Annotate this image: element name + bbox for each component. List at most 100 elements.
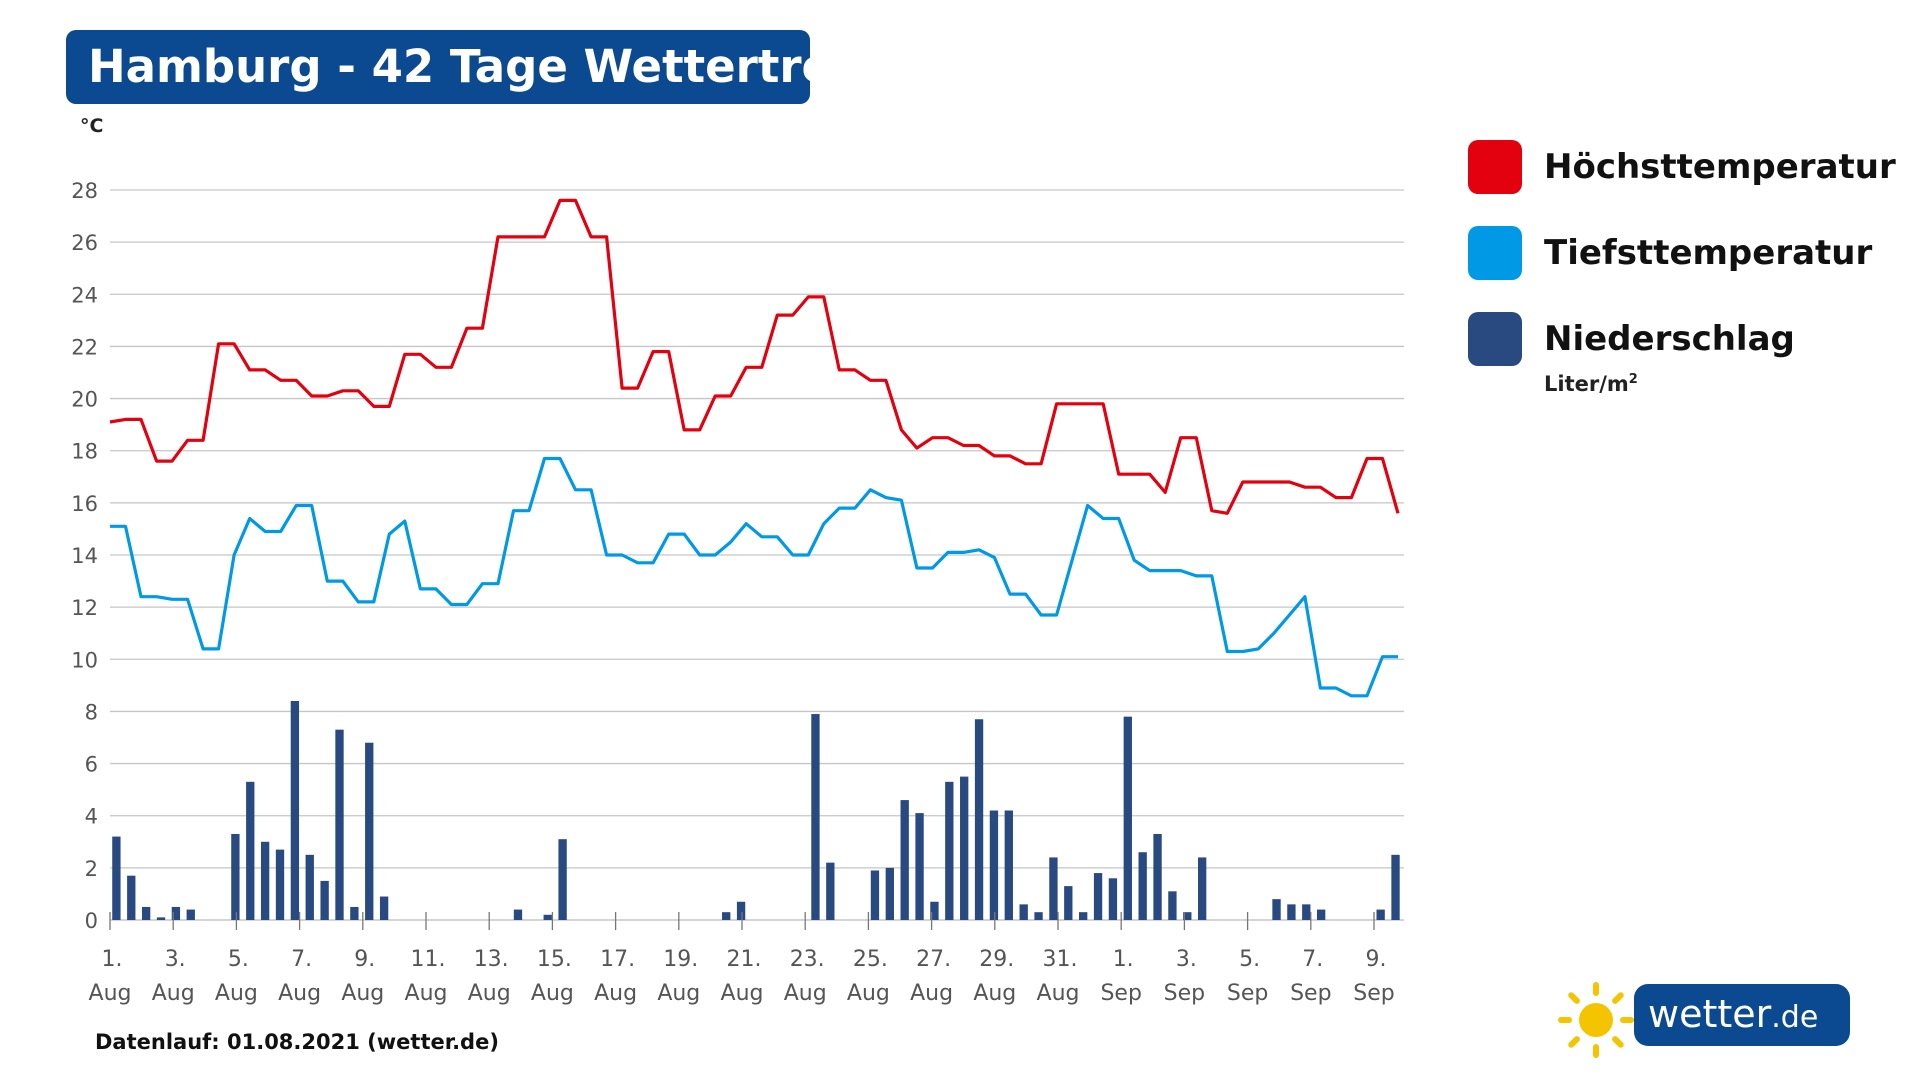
precip-bar <box>231 833 240 920</box>
x-tick-day: 3. <box>1176 947 1197 972</box>
precip-bar <box>246 781 255 920</box>
precip-bar <box>141 906 151 920</box>
precip-bar <box>945 781 954 920</box>
x-tick-month: Aug <box>341 981 384 1006</box>
precip-bar <box>1079 912 1088 920</box>
precip-bar <box>1108 878 1118 920</box>
y-tick-label: 10 <box>71 648 98 672</box>
precip-bar <box>305 854 314 920</box>
precip-bar <box>558 839 567 920</box>
logo-text-main: wetter <box>1648 992 1772 1036</box>
legend-precip-unit: Liter/m2 <box>1544 372 1638 396</box>
precip-bar <box>1391 854 1400 920</box>
precip-bar <box>186 909 195 920</box>
x-tick-day: 29. <box>979 947 1014 972</box>
x-tick-day: 13. <box>474 947 509 972</box>
y-axis-unit: °C <box>80 115 103 137</box>
x-tick-day: 5. <box>228 947 249 972</box>
y-tick-label: 24 <box>71 283 98 307</box>
precip-bar <box>1287 904 1296 920</box>
x-tick-month: Sep <box>1290 981 1331 1006</box>
precip-bar <box>156 917 166 920</box>
precip-bar <box>1198 857 1207 920</box>
x-tick-day: 1. <box>1113 947 1134 972</box>
y-tick-label: 20 <box>71 388 98 412</box>
legend-label-precip: Niederschlag <box>1544 319 1795 359</box>
sun-icon <box>1558 982 1634 1058</box>
precip-bar <box>379 896 389 920</box>
x-tick-day: 25. <box>853 947 888 972</box>
x-tick-month: Aug <box>721 981 764 1006</box>
data-run-note: Datenlauf: 01.08.2021 (wetter.de) <box>95 1030 499 1054</box>
y-tick-label: 16 <box>71 492 98 516</box>
x-tick-month: Aug <box>531 981 574 1006</box>
x-tick-month: Aug <box>973 981 1016 1006</box>
x-tick-month: Aug <box>152 981 195 1006</box>
y-tick-label: 8 <box>85 700 98 724</box>
precip-bar <box>290 701 300 920</box>
logo-wordmark: wetter.de <box>1648 988 1818 1044</box>
x-tick-day: 23. <box>790 947 825 972</box>
max-temp-line <box>109 198 1400 515</box>
title-banner: Hamburg - 42 Tage Wettertrend <box>66 30 896 104</box>
legend-swatch-min-temp <box>1468 226 1522 280</box>
x-tick-month: Sep <box>1227 981 1268 1006</box>
x-tick-day: 11. <box>411 947 446 972</box>
precip-bar <box>1138 852 1147 920</box>
precip-bar <box>171 906 181 920</box>
precip-unit-exponent: 2 <box>1628 372 1638 387</box>
x-tick-day: 15. <box>537 947 572 972</box>
precip-bar <box>260 841 270 920</box>
x-tick-day: 19. <box>663 947 698 972</box>
x-tick-month: Aug <box>1037 981 1080 1006</box>
y-tick-label: 18 <box>71 440 98 464</box>
precip-bar <box>826 862 835 920</box>
precip-bar <box>1019 904 1028 920</box>
precip-bar <box>974 719 984 920</box>
y-tick-label: 14 <box>71 544 98 568</box>
x-tick-day: 1. <box>102 947 123 972</box>
precip-bar <box>915 813 924 920</box>
x-tick-day: 9. <box>1366 947 1387 972</box>
x-tick-month: Sep <box>1353 981 1394 1006</box>
precip-bar <box>885 867 894 920</box>
precip-bar <box>870 870 880 920</box>
x-tick-month: Aug <box>910 981 953 1006</box>
y-tick-label: 0 <box>85 909 98 933</box>
y-tick-label: 28 <box>71 179 98 203</box>
x-tick-month: Aug <box>657 981 700 1006</box>
x-tick-month: Aug <box>89 981 132 1006</box>
precip-bar <box>275 849 285 920</box>
precip-bar <box>127 875 136 920</box>
x-tick-month: Sep <box>1164 981 1205 1006</box>
x-tick-day: 3. <box>165 947 186 972</box>
precip-bar <box>960 776 969 920</box>
x-tick-month: Aug <box>784 981 827 1006</box>
precip-bar <box>900 800 909 920</box>
precip-bar <box>543 914 552 920</box>
x-tick-day: 31. <box>1043 947 1078 972</box>
wetter-de-logo: wetter.de <box>1556 976 1856 1066</box>
precip-bar <box>1302 904 1311 920</box>
precip-bar <box>736 901 746 920</box>
precip-bar <box>320 880 329 920</box>
x-tick-day: 7. <box>291 947 312 972</box>
logo-pill: wetter.de <box>1634 984 1850 1046</box>
precip-bar <box>1064 886 1073 920</box>
precip-bar <box>1093 873 1103 920</box>
precip-bar <box>1168 891 1177 920</box>
y-tick-label: 4 <box>85 805 98 829</box>
x-tick-month: Aug <box>847 981 890 1006</box>
chart-title: Hamburg - 42 Tage Wettertrend <box>88 40 897 93</box>
x-tick-day: 21. <box>727 947 762 972</box>
x-tick-month: Aug <box>215 981 258 1006</box>
precip-bar <box>811 714 820 920</box>
precip-bar <box>350 906 359 920</box>
x-tick-month: Aug <box>468 981 511 1006</box>
precip-bar <box>365 742 374 920</box>
precip-bar <box>930 901 939 920</box>
precip-bar <box>989 810 999 920</box>
x-tick-day: 17. <box>600 947 635 972</box>
precip-bar <box>1034 912 1043 920</box>
